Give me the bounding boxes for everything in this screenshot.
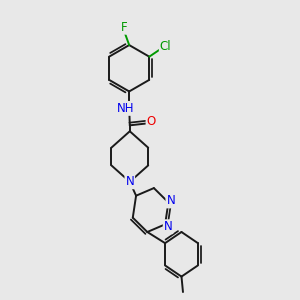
Text: N: N xyxy=(164,220,172,233)
Text: NH: NH xyxy=(117,102,134,115)
Text: N: N xyxy=(167,194,175,207)
Text: F: F xyxy=(121,21,127,34)
Text: Cl: Cl xyxy=(160,40,171,53)
Text: O: O xyxy=(147,115,156,128)
Text: N: N xyxy=(125,175,134,188)
